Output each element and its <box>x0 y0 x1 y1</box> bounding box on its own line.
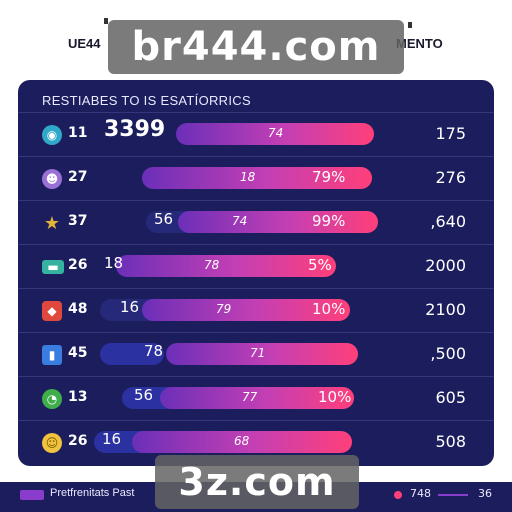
bar-mid-label: 78 <box>204 258 220 272</box>
row-bar <box>160 387 354 409</box>
row-bar <box>178 211 378 233</box>
row-bar <box>116 255 336 277</box>
row-left-value: 56 <box>134 386 154 404</box>
row-right-value: 605 <box>435 388 466 407</box>
app-icon: ◆ <box>42 301 62 321</box>
row-rank: 45 <box>68 345 88 361</box>
row-rank: 26 <box>68 433 88 449</box>
bar-mid-label: 68 <box>234 434 250 448</box>
table-row[interactable]: ◆ 48 16 79 10% 2100 <box>18 288 494 332</box>
header-mark <box>104 18 108 24</box>
row-rank: 13 <box>68 389 88 405</box>
face-icon: ☻ <box>42 169 62 189</box>
row-left-value: 78 <box>144 342 164 360</box>
row-right-value: 2100 <box>425 300 466 319</box>
row-bar <box>166 343 358 365</box>
chart-icon: ▮ <box>42 345 62 365</box>
legend-swatch <box>20 490 44 500</box>
bar-end-label: 10% <box>318 388 352 406</box>
table-row[interactable]: ◔ 13 56 77 10% 605 <box>18 376 494 420</box>
bar-end-label: 79% <box>312 168 346 186</box>
top-header: UE44 MENTO <box>0 0 512 80</box>
watermark-bottom: 3z.com <box>155 455 359 509</box>
row-rank: 11 <box>68 125 88 141</box>
bar-end-label: 5% <box>308 256 332 274</box>
row-left-value: 3399 <box>104 117 166 142</box>
row-right-value: 175 <box>435 124 466 143</box>
card-icon: ▬ <box>42 260 64 274</box>
row-bar <box>142 167 372 189</box>
star-icon: ★ <box>43 212 61 234</box>
row-bar <box>132 431 352 453</box>
row-right-value: 508 <box>435 432 466 451</box>
row-bar <box>176 123 374 145</box>
header-mark <box>408 22 412 28</box>
bar-end-label: 99% <box>312 212 346 230</box>
row-right-value: 276 <box>435 168 466 187</box>
row-left-value: 16 <box>102 430 122 448</box>
row-rank: 27 <box>68 169 88 185</box>
bar-mid-label: 77 <box>242 390 258 404</box>
clock-icon: ◔ <box>42 389 62 409</box>
watermark-top: br444.com <box>108 20 404 74</box>
header-right-text: MENTO <box>396 36 443 51</box>
row-rank: 26 <box>68 257 88 273</box>
legend-dot <box>394 491 402 499</box>
row-right-value: 2000 <box>425 256 466 275</box>
globe-icon: ◉ <box>42 125 62 145</box>
table-row[interactable]: ☻ 27 18 79% 276 <box>18 156 494 200</box>
bar-mid-label: 18 <box>240 170 256 184</box>
bar-mid-label: 74 <box>268 126 284 140</box>
legend-line <box>438 494 468 496</box>
row-left-value: 16 <box>120 298 140 316</box>
smile-icon: ☺ <box>42 433 62 453</box>
bar-mid-label: 79 <box>216 302 232 316</box>
row-rank: 37 <box>68 213 88 229</box>
bar-mid-label: 74 <box>232 214 248 228</box>
stats-panel: RESTIABES TO IS ESATÍORRICS ◉ 11 3399 74… <box>18 80 494 466</box>
legend-value-b: 36 <box>478 487 492 500</box>
row-bar <box>142 299 350 321</box>
table-row[interactable]: ☺ 26 16 68 508 <box>18 420 494 464</box>
bar-end-label: 10% <box>312 300 346 318</box>
row-left-value: 56 <box>154 210 174 228</box>
row-left-value: 18 <box>104 254 124 272</box>
table-row[interactable]: ▬ 26 18 78 5% 2000 <box>18 244 494 288</box>
row-right-value: ,500 <box>430 344 466 363</box>
row-rank: 48 <box>68 301 88 317</box>
header-left-text: UE44 <box>68 36 101 51</box>
row-right-value: ,640 <box>430 212 466 231</box>
table-row[interactable]: ★ 37 56 74 99% ,640 <box>18 200 494 244</box>
row-track <box>100 343 164 365</box>
table-row[interactable]: ▮ 45 78 71 ,500 <box>18 332 494 376</box>
bar-mid-label: 71 <box>250 346 266 360</box>
table-row[interactable]: ◉ 11 3399 74 175 <box>18 112 494 156</box>
legend-label: Pretfrenitats Past <box>50 487 135 499</box>
legend-value-a: 748 <box>410 487 431 500</box>
panel-title: RESTIABES TO IS ESATÍORRICS <box>42 93 251 108</box>
